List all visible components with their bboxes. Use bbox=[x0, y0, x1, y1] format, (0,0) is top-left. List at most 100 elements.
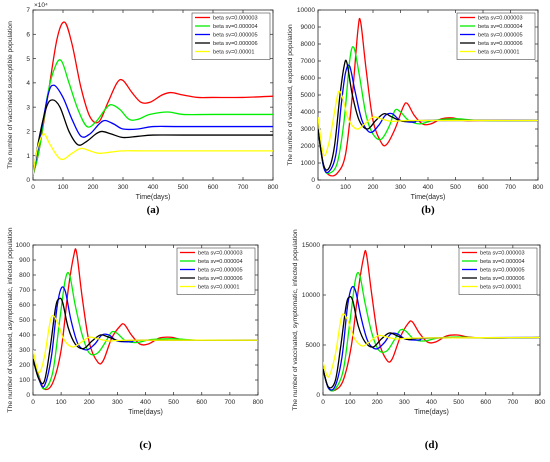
y-tick-label: 6000 bbox=[301, 75, 316, 82]
y-tick-label: 600 bbox=[19, 302, 30, 309]
x-tick-label: 100 bbox=[345, 399, 356, 406]
x-tick-label: 800 bbox=[268, 184, 279, 191]
y-tick-label: 1 bbox=[26, 153, 30, 160]
y-tick-label: 7000 bbox=[301, 58, 316, 65]
legend-entry: beta sv=0.000005 bbox=[478, 33, 523, 39]
legend-entry: beta sv=0.00001 bbox=[480, 285, 522, 291]
legend-entry: beta sv=0.000005 bbox=[198, 268, 243, 274]
y-axis-label: The number of vaccinated, symptomatic, i… bbox=[292, 229, 299, 411]
y-tick-label: 700 bbox=[19, 287, 30, 294]
y-axis-label: The number of vaccinated, exposed popula… bbox=[287, 24, 294, 166]
x-tick-label: 200 bbox=[368, 184, 379, 191]
legend-entry: beta sv=0.00001 bbox=[198, 285, 240, 291]
panel-caption: (a) bbox=[147, 204, 160, 216]
legend-entry: beta sv=0.000003 bbox=[478, 16, 523, 22]
legend-entry: beta sv=0.000003 bbox=[198, 251, 243, 257]
series-line-1 bbox=[318, 17, 538, 177]
series-line-1 bbox=[323, 249, 540, 392]
legend: beta sv=0.000003 beta sv=0.000004 beta sv=… bbox=[191, 12, 271, 60]
y-tick-label: 7 bbox=[26, 7, 30, 14]
x-tick-label: 100 bbox=[56, 399, 67, 406]
x-tick-label: 700 bbox=[505, 184, 516, 191]
legend: beta sv=0.000003 beta sv=0.000004 beta sv=… bbox=[458, 247, 538, 295]
x-tick-label: 800 bbox=[253, 399, 264, 406]
y-tick-label: 5000 bbox=[306, 342, 321, 349]
x-tick-label: 0 bbox=[321, 399, 325, 406]
y-tick-label: 1000 bbox=[301, 160, 316, 167]
x-tick-label: 800 bbox=[533, 184, 544, 191]
series-line-4 bbox=[33, 99, 273, 176]
panel-4: 0 100 200 300 400 500 600 700 800 0 5000 10000 15000… bbox=[292, 229, 546, 451]
y-tick-label: 4 bbox=[26, 80, 30, 87]
x-tick-label: 400 bbox=[148, 184, 159, 191]
y-tick-label: 400 bbox=[19, 332, 30, 339]
x-tick-label: 500 bbox=[178, 184, 189, 191]
legend: beta sv=0.000003 beta sv=0.000004 beta sv=… bbox=[456, 12, 536, 60]
series-line-5 bbox=[323, 313, 540, 378]
series-line-3 bbox=[33, 84, 273, 176]
x-tick-label: 700 bbox=[238, 184, 249, 191]
y-tick-label: 6 bbox=[26, 31, 30, 38]
legend-entry: beta sv=0.00001 bbox=[213, 50, 255, 56]
x-tick-label: 400 bbox=[426, 399, 437, 406]
x-tick-label: 100 bbox=[340, 184, 351, 191]
legend-entry: beta sv=0.000003 bbox=[480, 251, 525, 257]
x-tick-label: 200 bbox=[372, 399, 383, 406]
x-tick-label: 600 bbox=[478, 184, 489, 191]
x-tick-label: 500 bbox=[168, 399, 179, 406]
panel-1: 0 100 200 300 400 500 600 700 800 0 1 2 3 4 5 6 7 ×10⁴ Tim… bbox=[7, 2, 279, 216]
y-tick-label: 800 bbox=[19, 272, 30, 279]
y-tick-label: 1000 bbox=[16, 242, 31, 249]
x-tick-label: 600 bbox=[480, 399, 491, 406]
legend-box bbox=[191, 12, 271, 60]
y-tick-label: 0 bbox=[316, 392, 320, 399]
panel-3: 0 100 200 300 400 500 600 700 800 0 100 200 300 400 50… bbox=[7, 227, 264, 451]
x-tick-label: 200 bbox=[88, 184, 99, 191]
panel-caption: (b) bbox=[421, 204, 435, 216]
x-tick-label: 300 bbox=[112, 399, 123, 406]
legend-entry: beta sv=0.000005 bbox=[480, 268, 525, 274]
y-tick-label: 3000 bbox=[301, 126, 316, 133]
y-tick-label: 4000 bbox=[301, 109, 316, 116]
y-tick-label: 0 bbox=[311, 177, 315, 184]
legend-entry: beta sv=0.000006 bbox=[480, 276, 525, 282]
series-line-1 bbox=[33, 248, 258, 391]
x-axis-label: Time(days) bbox=[411, 194, 446, 201]
x-axis-label: Time(days) bbox=[128, 409, 163, 416]
x-tick-label: 400 bbox=[140, 399, 151, 406]
y-tick-label: 2 bbox=[26, 129, 30, 136]
x-tick-label: 700 bbox=[507, 399, 518, 406]
series-line-2 bbox=[33, 59, 273, 176]
y-tick-label: 500 bbox=[19, 317, 30, 324]
y-tick-label: 3 bbox=[26, 104, 30, 111]
x-tick-label: 400 bbox=[423, 184, 434, 191]
x-tick-label: 0 bbox=[316, 184, 320, 191]
x-tick-label: 100 bbox=[58, 184, 69, 191]
x-tick-label: 600 bbox=[196, 399, 207, 406]
x-axis-label: Time(days) bbox=[414, 409, 449, 416]
y-tick-label: 2000 bbox=[301, 143, 316, 150]
series-line-4 bbox=[323, 295, 540, 389]
x-axis-label: Time(days) bbox=[136, 194, 171, 201]
series-line-1 bbox=[33, 21, 273, 176]
series-line-5 bbox=[33, 133, 273, 176]
legend-entry: beta sv=0.000004 bbox=[213, 24, 258, 30]
y-tick-label: 5000 bbox=[301, 92, 316, 99]
legend: beta sv=0.000003 beta sv=0.000004 beta sv=… bbox=[176, 247, 256, 295]
x-tick-label: 500 bbox=[453, 399, 464, 406]
y-tick-label: 0 bbox=[26, 177, 30, 184]
y-tick-label: 900 bbox=[19, 257, 30, 264]
y-tick-label: 15000 bbox=[302, 242, 320, 249]
y-tick-label: 10000 bbox=[297, 7, 315, 14]
legend-entry: beta sv=0.000004 bbox=[478, 24, 523, 30]
series-line-3 bbox=[318, 64, 538, 174]
legend-entry: beta sv=0.000004 bbox=[480, 259, 525, 265]
x-tick-label: 0 bbox=[31, 399, 35, 406]
legend-entry: beta sv=0.000006 bbox=[213, 41, 258, 47]
x-tick-label: 800 bbox=[535, 399, 546, 406]
panel-caption: (c) bbox=[139, 439, 152, 451]
panel-2: 0 100 200 300 400 500 600 700 800010002000300040… bbox=[287, 7, 544, 216]
x-tick-label: 300 bbox=[399, 399, 410, 406]
